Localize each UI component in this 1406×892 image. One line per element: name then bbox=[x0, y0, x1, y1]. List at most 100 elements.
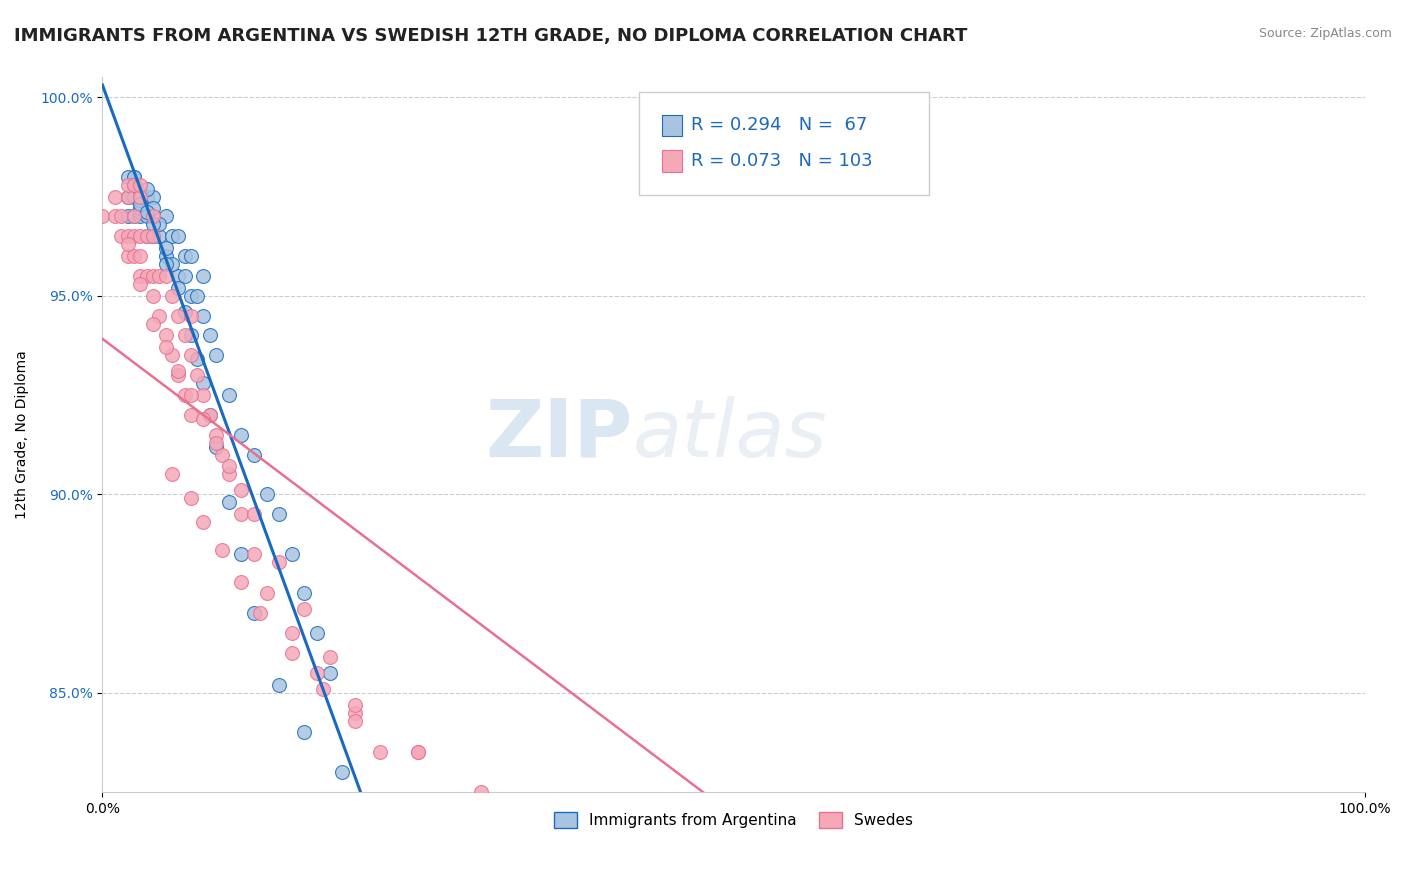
FancyBboxPatch shape bbox=[638, 92, 929, 195]
Point bbox=[180, 328, 202, 343]
Point bbox=[294, 602, 316, 616]
Point bbox=[205, 427, 228, 442]
Point bbox=[129, 277, 152, 291]
Point bbox=[180, 289, 202, 303]
Point bbox=[343, 714, 366, 728]
Point bbox=[256, 487, 278, 501]
Point bbox=[193, 376, 215, 390]
Point bbox=[122, 229, 145, 244]
Point bbox=[167, 309, 190, 323]
Point bbox=[135, 268, 157, 283]
Point bbox=[198, 408, 221, 422]
Point bbox=[173, 249, 195, 263]
Point bbox=[231, 427, 253, 442]
Point bbox=[129, 178, 152, 192]
Point bbox=[198, 328, 221, 343]
Point bbox=[180, 249, 202, 263]
Point bbox=[243, 507, 266, 521]
Point bbox=[142, 217, 165, 231]
Point bbox=[135, 205, 157, 219]
Point bbox=[155, 241, 177, 255]
Point bbox=[142, 202, 165, 216]
Point bbox=[160, 257, 183, 271]
Point bbox=[167, 281, 190, 295]
Point bbox=[167, 268, 190, 283]
Point bbox=[243, 607, 266, 621]
Point bbox=[180, 309, 202, 323]
Point bbox=[231, 483, 253, 498]
Point bbox=[368, 853, 391, 867]
Point bbox=[318, 650, 340, 665]
Point bbox=[122, 178, 145, 192]
Point bbox=[117, 189, 139, 203]
Point bbox=[129, 189, 152, 203]
Point bbox=[104, 210, 127, 224]
Point bbox=[135, 229, 157, 244]
Text: IMMIGRANTS FROM ARGENTINA VS SWEDISH 12TH GRADE, NO DIPLOMA CORRELATION CHART: IMMIGRANTS FROM ARGENTINA VS SWEDISH 12T… bbox=[14, 27, 967, 45]
Point bbox=[173, 268, 195, 283]
Point bbox=[129, 205, 152, 219]
Point bbox=[243, 448, 266, 462]
Point bbox=[343, 813, 366, 827]
Point bbox=[142, 317, 165, 331]
Point bbox=[148, 229, 170, 244]
Point bbox=[186, 368, 208, 383]
Point bbox=[173, 388, 195, 402]
Point bbox=[142, 210, 165, 224]
Point bbox=[167, 364, 190, 378]
Point bbox=[218, 388, 240, 402]
Point bbox=[129, 202, 152, 216]
Point bbox=[135, 229, 157, 244]
Point bbox=[122, 189, 145, 203]
Point bbox=[318, 665, 340, 680]
Point bbox=[269, 678, 291, 692]
Point bbox=[117, 189, 139, 203]
Point bbox=[330, 765, 353, 780]
Point bbox=[142, 189, 165, 203]
Legend: Immigrants from Argentina, Swedes: Immigrants from Argentina, Swedes bbox=[547, 806, 920, 834]
Point bbox=[148, 309, 170, 323]
Point bbox=[173, 328, 195, 343]
Point bbox=[406, 745, 429, 759]
Point bbox=[470, 805, 492, 819]
Point bbox=[129, 210, 152, 224]
Point bbox=[135, 181, 157, 195]
Point bbox=[281, 626, 304, 640]
Point bbox=[160, 348, 183, 362]
Point bbox=[294, 586, 316, 600]
Point bbox=[117, 249, 139, 263]
Point bbox=[155, 328, 177, 343]
Text: ZIP: ZIP bbox=[485, 396, 633, 474]
Point bbox=[269, 555, 291, 569]
Point bbox=[160, 289, 183, 303]
Point bbox=[305, 665, 328, 680]
Y-axis label: 12th Grade, No Diploma: 12th Grade, No Diploma bbox=[15, 351, 30, 519]
Point bbox=[104, 189, 127, 203]
Point bbox=[155, 249, 177, 263]
Bar bbox=[662, 114, 682, 136]
Point bbox=[281, 547, 304, 561]
Point bbox=[193, 309, 215, 323]
Point bbox=[117, 210, 139, 224]
Point bbox=[155, 257, 177, 271]
Point bbox=[205, 440, 228, 454]
Point bbox=[117, 237, 139, 252]
Point bbox=[596, 845, 619, 859]
Point bbox=[142, 268, 165, 283]
Point bbox=[218, 467, 240, 482]
Point bbox=[256, 586, 278, 600]
Bar bbox=[662, 151, 682, 172]
Point bbox=[281, 646, 304, 660]
Point bbox=[129, 194, 152, 208]
Point bbox=[205, 435, 228, 450]
Point bbox=[142, 289, 165, 303]
Point bbox=[122, 210, 145, 224]
Point bbox=[160, 467, 183, 482]
Point bbox=[406, 745, 429, 759]
Point bbox=[180, 408, 202, 422]
Point bbox=[231, 574, 253, 589]
Point bbox=[129, 229, 152, 244]
Point bbox=[155, 210, 177, 224]
Point bbox=[211, 542, 233, 557]
Point bbox=[470, 785, 492, 799]
